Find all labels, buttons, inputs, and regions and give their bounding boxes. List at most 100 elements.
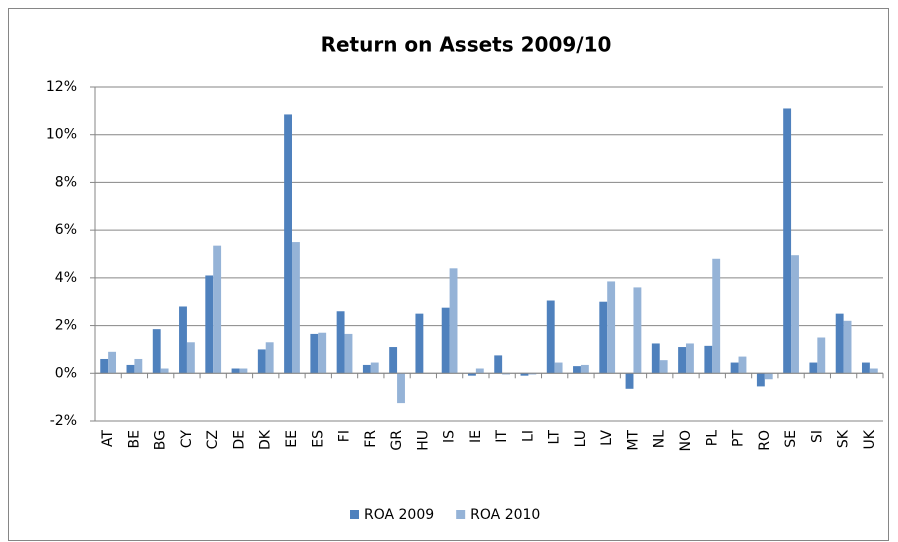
bar <box>651 343 660 374</box>
bar <box>494 355 503 374</box>
bar <box>738 356 747 374</box>
bar <box>783 108 792 374</box>
bar <box>573 366 581 374</box>
bar <box>756 373 765 387</box>
bar <box>809 362 818 374</box>
x-tick-label: BE <box>126 430 142 448</box>
bar <box>213 245 222 374</box>
x-tick-label: CZ <box>205 430 221 449</box>
x-tick-label: ES <box>310 430 326 448</box>
bar <box>397 373 405 404</box>
y-tick-label: 4% <box>55 270 77 286</box>
legend-label: ROA 2010 <box>470 507 540 523</box>
bar <box>678 347 686 374</box>
bar <box>599 301 608 374</box>
bar <box>389 347 398 374</box>
x-tick-label: SK <box>836 429 852 448</box>
bar <box>257 349 266 374</box>
x-tick-label: SE <box>783 430 799 448</box>
y-tick-label: 12% <box>46 79 77 95</box>
x-tick-label: SI <box>809 430 825 443</box>
bar <box>126 364 135 374</box>
x-tick-label: PL <box>704 430 720 446</box>
bar <box>415 313 424 374</box>
bar <box>607 281 616 374</box>
bar <box>205 275 214 374</box>
x-tick-label: DE <box>231 430 247 450</box>
bar <box>284 114 292 374</box>
y-tick-label: 10% <box>46 127 77 143</box>
bar <box>730 362 739 374</box>
bar <box>817 337 826 374</box>
x-tick-label: DK <box>258 429 274 450</box>
x-tick-label: UK <box>862 429 878 449</box>
bar <box>686 343 694 374</box>
bar <box>449 268 458 374</box>
bar <box>791 255 799 374</box>
bar <box>843 320 852 374</box>
bar <box>520 373 529 376</box>
bar <box>528 373 537 375</box>
bar <box>441 307 450 374</box>
x-tick-label: AT <box>100 430 116 447</box>
x-tick-label: GR <box>389 430 405 451</box>
bar <box>869 368 878 374</box>
legend-swatch <box>456 510 466 519</box>
bar <box>239 368 248 374</box>
x-tick-label: NO <box>678 430 694 452</box>
bar <box>475 368 484 374</box>
y-tick-label: 2% <box>55 318 77 334</box>
bar <box>179 306 187 374</box>
bar <box>580 364 589 374</box>
x-tick-label: EE <box>284 430 300 448</box>
x-tick-label: LI <box>520 430 536 442</box>
x-tick-label: PT <box>731 430 747 447</box>
bar <box>292 242 300 374</box>
bar <box>861 362 870 374</box>
x-tick-label: LT <box>547 430 563 445</box>
bar <box>310 333 319 374</box>
bar <box>318 332 327 374</box>
legend-swatch <box>350 510 359 519</box>
bar <box>336 311 345 374</box>
x-tick-label: IE <box>468 430 484 443</box>
bar <box>370 362 379 374</box>
bar <box>659 360 668 374</box>
bar <box>546 300 555 374</box>
x-tick-label: LU <box>573 430 589 447</box>
y-tick-label: 6% <box>55 222 77 238</box>
bar <box>502 373 511 375</box>
x-tick-label: FI <box>337 430 353 442</box>
bar <box>704 345 713 374</box>
bar <box>344 333 353 374</box>
bar <box>134 358 143 374</box>
chart-border <box>8 8 889 541</box>
bar <box>625 373 634 389</box>
bar <box>265 342 274 374</box>
x-tick-label: IS <box>442 430 458 443</box>
y-tick-label: -2% <box>50 413 77 429</box>
legend-label: ROA 2009 <box>364 507 434 523</box>
x-tick-label: MT <box>625 430 641 451</box>
bar <box>231 368 240 374</box>
x-tick-label: FR <box>363 430 379 448</box>
x-tick-label: HU <box>415 430 431 451</box>
bar <box>362 364 371 374</box>
bar <box>712 258 721 374</box>
bar <box>467 373 476 376</box>
bar <box>108 351 117 374</box>
x-tick-label: IT <box>494 430 510 443</box>
x-tick-label: RO <box>757 430 773 451</box>
x-tick-label: NL <box>652 430 668 448</box>
bar <box>633 287 642 374</box>
bar <box>764 373 773 380</box>
x-tick-label: BG <box>153 430 169 450</box>
x-tick-label: CY <box>179 430 195 449</box>
x-tick-label: LV <box>599 430 615 446</box>
bar <box>835 313 844 374</box>
bar <box>100 358 109 374</box>
bar <box>186 342 195 374</box>
bar <box>554 362 563 374</box>
y-tick-label: 0% <box>55 365 77 381</box>
